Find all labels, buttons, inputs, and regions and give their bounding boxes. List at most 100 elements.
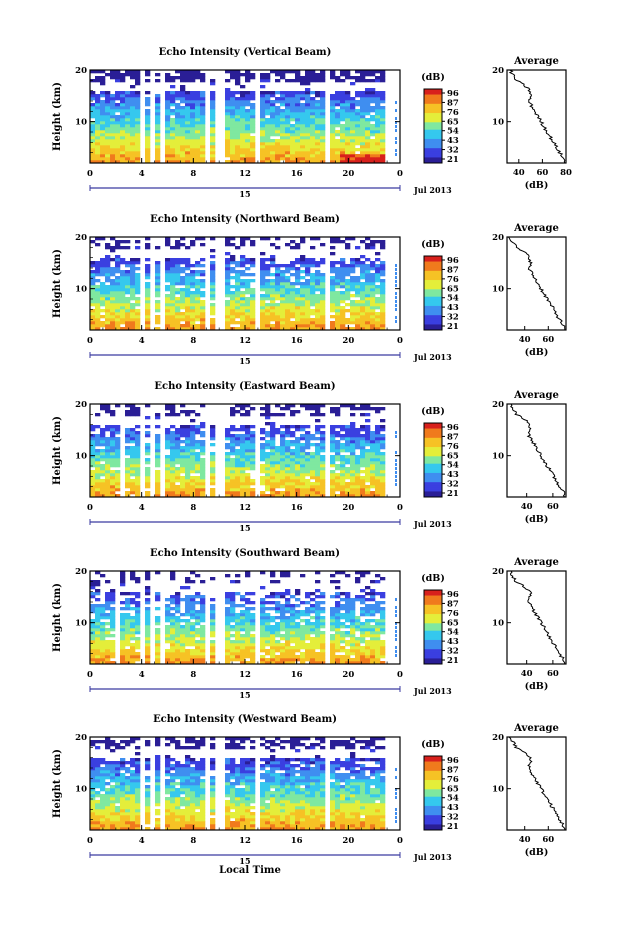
- heatmap-cell: [305, 446, 311, 450]
- heatmap-cell: [190, 446, 196, 450]
- heatmap-cell: [165, 604, 171, 608]
- heatmap-cell: [175, 494, 181, 498]
- heatmap-cell: [310, 646, 316, 650]
- heatmap-cell: [110, 643, 116, 647]
- y-axis-label: Height (km): [52, 249, 63, 318]
- profile-x-tick-label: 80: [560, 168, 572, 178]
- colorbar-segment: [424, 432, 442, 435]
- heatmap-cell: [95, 154, 101, 158]
- heatmap-cell: [145, 637, 151, 641]
- heatmap-cell: [275, 267, 281, 271]
- heatmap-cell: [360, 610, 366, 614]
- heatmap-cell: [295, 97, 301, 101]
- heatmap-cell: [360, 91, 366, 95]
- heatmap-cell: [110, 437, 116, 441]
- heatmap-cell: [330, 118, 336, 122]
- colorbar-tick-label: 21: [447, 322, 459, 332]
- heatmap-cell: [105, 118, 111, 122]
- heatmap-cell: [200, 109, 206, 113]
- heatmap-cell: [375, 494, 381, 498]
- heatmap-cell: [350, 470, 356, 474]
- heatmap-cell: [120, 306, 126, 310]
- heatmap-cell: [355, 491, 361, 495]
- heatmap-cell: [130, 151, 136, 155]
- heatmap-cell: [130, 634, 136, 638]
- heatmap-cell: [125, 658, 131, 662]
- heatmap-cell: [250, 643, 256, 647]
- heatmap-cell: [135, 303, 141, 307]
- heatmap-cell: [185, 309, 191, 313]
- heatmap-cell: [265, 404, 271, 408]
- heatmap-cell: [365, 264, 371, 268]
- heatmap-cell: [100, 264, 106, 268]
- heatmap-cell: [100, 115, 106, 119]
- heatmap-cell: [260, 85, 266, 89]
- heatmap-cell: [180, 434, 186, 438]
- heatmap-cell: [105, 106, 111, 110]
- heatmap-cell: [90, 661, 96, 665]
- heatmap-cell: [175, 479, 181, 483]
- heatmap-cell: [270, 476, 276, 480]
- heatmap-cell: [290, 440, 296, 444]
- heatmap-cell: [195, 142, 201, 146]
- heatmap-cell: [165, 610, 171, 614]
- heatmap-cell: [90, 443, 96, 447]
- heatmap-cell: [90, 303, 96, 307]
- heatmap-cell: [345, 431, 351, 435]
- heatmap-cell: [350, 285, 356, 289]
- heatmap-cell: [90, 285, 96, 289]
- heatmap-cell: [95, 115, 101, 119]
- heatmap-cell: [100, 112, 106, 116]
- heatmap-cell: [185, 601, 191, 605]
- heatmap-cell: [375, 70, 381, 74]
- heatmap-cell: [250, 103, 256, 107]
- heatmap-cell: [315, 407, 321, 411]
- heatmap-cell: [330, 103, 336, 107]
- heatmap-cell: [180, 327, 186, 331]
- heatmap-cell: [335, 91, 341, 95]
- heatmap-cell: [130, 631, 136, 635]
- heatmap-cell: [165, 473, 171, 477]
- heatmap-cell: [395, 149, 397, 152]
- heatmap-cell: [380, 622, 386, 626]
- heatmap-cell: [360, 488, 366, 492]
- heatmap-cell: [180, 160, 186, 164]
- colorbar-segment: [424, 437, 442, 441]
- heatmap-cell: [105, 437, 111, 441]
- heatmap-cell: [120, 661, 126, 665]
- heatmap-cell: [380, 324, 386, 328]
- heatmap-cell: [230, 130, 236, 134]
- heatmap-cell: [300, 652, 306, 656]
- heatmap-cell: [225, 142, 231, 146]
- heatmap-cell: [285, 327, 291, 331]
- heatmap-cell: [125, 607, 131, 611]
- heatmap-cell: [260, 312, 266, 316]
- heatmap-cell: [250, 318, 256, 322]
- heatmap-cell: [210, 288, 216, 292]
- heatmap-cell: [100, 458, 106, 462]
- heatmap-cell: [375, 303, 381, 307]
- heatmap-cell: [125, 279, 131, 283]
- heatmap-cell: [95, 488, 101, 492]
- heatmap-cell: [130, 410, 136, 414]
- heatmap-cell: [305, 434, 311, 438]
- heatmap-cell: [175, 70, 181, 74]
- heatmap-cell: [265, 637, 271, 641]
- heatmap-cell: [175, 661, 181, 665]
- heatmap-cell: [290, 476, 296, 480]
- heatmap-cell: [305, 479, 311, 483]
- heatmap-cell: [195, 658, 201, 662]
- heatmap-cell: [320, 115, 326, 119]
- heatmap-cell: [290, 634, 296, 638]
- heatmap-cell: [130, 297, 136, 301]
- heatmap-cell: [225, 318, 231, 322]
- heatmap-cell: [210, 437, 216, 441]
- heatmap-cell: [295, 455, 301, 459]
- heatmap-cell: [315, 94, 321, 98]
- heatmap-cell: [200, 106, 206, 110]
- colorbar-segment: [424, 423, 442, 426]
- heatmap-cell: [230, 485, 236, 489]
- heatmap-cell: [95, 267, 101, 271]
- heatmap-cell: [135, 76, 141, 80]
- heatmap-cell: [365, 479, 371, 483]
